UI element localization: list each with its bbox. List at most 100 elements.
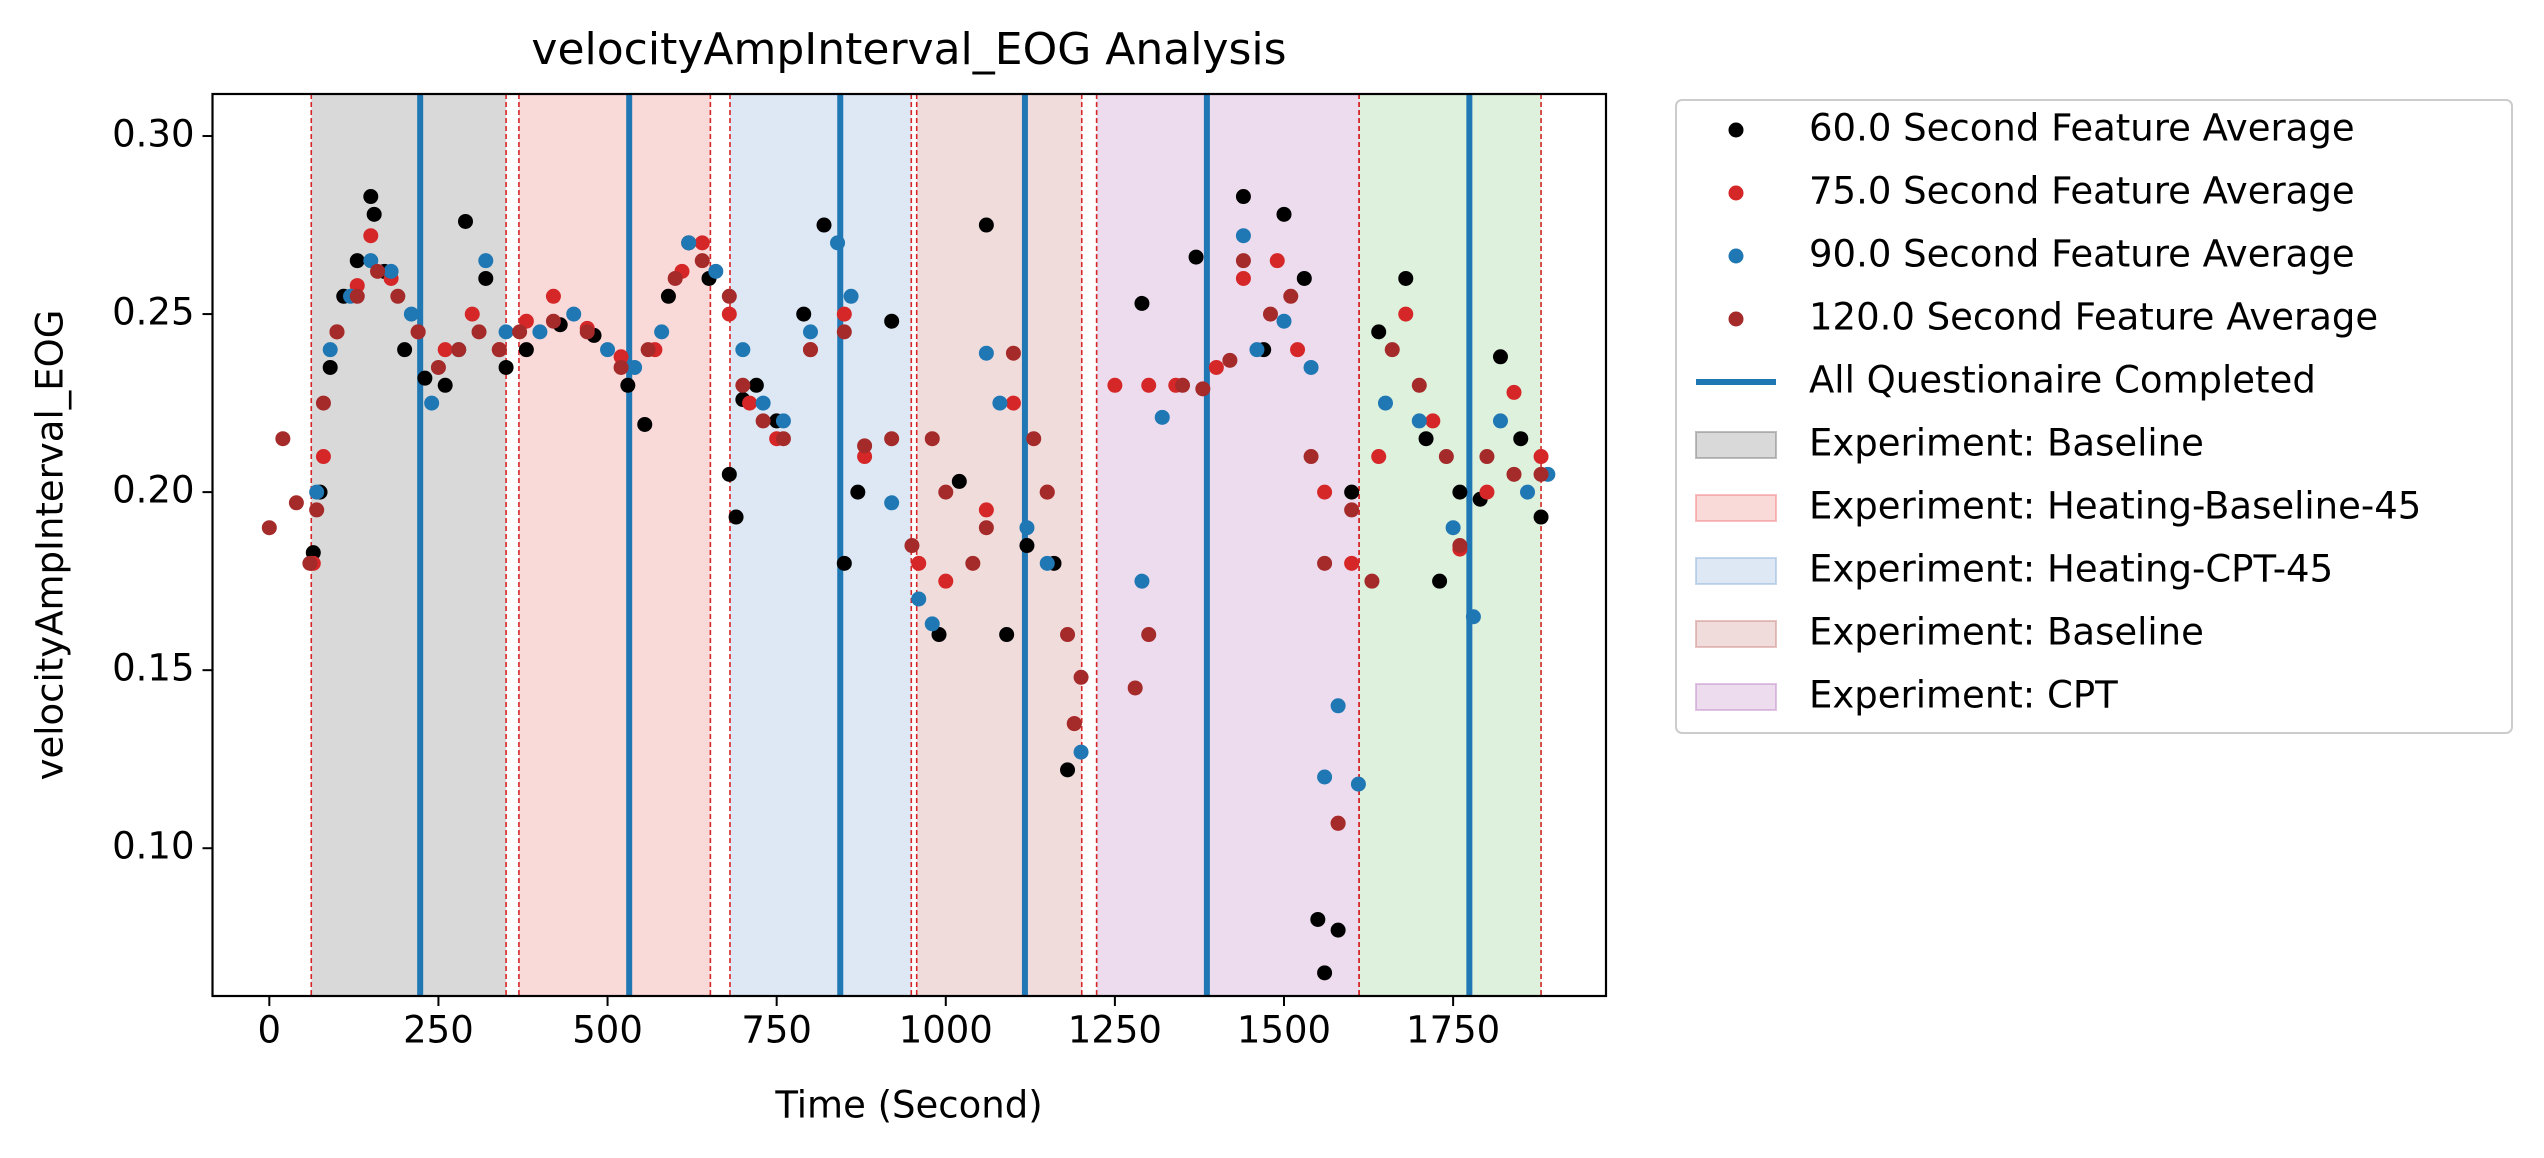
point bbox=[471, 324, 487, 340]
point bbox=[1019, 538, 1035, 554]
point bbox=[755, 413, 771, 429]
point bbox=[1060, 627, 1076, 643]
point bbox=[1445, 520, 1461, 536]
y-axis-label: velocityAmpInterval_EOG bbox=[29, 310, 72, 781]
point bbox=[1533, 466, 1549, 482]
point bbox=[383, 263, 399, 279]
region bbox=[729, 94, 912, 996]
point bbox=[640, 342, 656, 358]
point bbox=[1411, 413, 1427, 429]
legend-label: Experiment: Heating-CPT-45 bbox=[1809, 548, 2333, 591]
region bbox=[518, 94, 711, 996]
point bbox=[931, 627, 947, 643]
point bbox=[1134, 573, 1150, 589]
point bbox=[721, 306, 737, 322]
legend-patch bbox=[1695, 494, 1777, 522]
point bbox=[1492, 413, 1508, 429]
point bbox=[816, 217, 832, 233]
point bbox=[978, 502, 994, 518]
point bbox=[579, 324, 595, 340]
point bbox=[315, 449, 331, 465]
point bbox=[1506, 384, 1522, 400]
point bbox=[924, 431, 940, 447]
legend-patch bbox=[1695, 431, 1777, 459]
point bbox=[363, 189, 379, 205]
point bbox=[978, 217, 994, 233]
point bbox=[938, 484, 954, 500]
point bbox=[911, 555, 927, 571]
point bbox=[315, 395, 331, 411]
point bbox=[735, 377, 751, 393]
point bbox=[518, 342, 534, 358]
point bbox=[836, 324, 852, 340]
point bbox=[1235, 270, 1251, 286]
point bbox=[1330, 698, 1346, 714]
point bbox=[397, 342, 413, 358]
point bbox=[1039, 555, 1055, 571]
y-tick-label: 0.20 bbox=[112, 469, 194, 512]
legend-label: Experiment: Baseline bbox=[1809, 611, 2204, 654]
point bbox=[904, 538, 920, 554]
point bbox=[437, 342, 453, 358]
point bbox=[322, 359, 338, 375]
point bbox=[1107, 377, 1123, 393]
legend-marker bbox=[1728, 311, 1744, 327]
point bbox=[1533, 449, 1549, 465]
point bbox=[1175, 377, 1191, 393]
point bbox=[802, 342, 818, 358]
point bbox=[1249, 342, 1265, 358]
point bbox=[322, 342, 338, 358]
point bbox=[1235, 189, 1251, 205]
point bbox=[1533, 509, 1549, 525]
point bbox=[654, 324, 670, 340]
point bbox=[1432, 573, 1448, 589]
point bbox=[884, 495, 900, 511]
point bbox=[1303, 449, 1319, 465]
point bbox=[491, 342, 507, 358]
point bbox=[545, 288, 561, 304]
point bbox=[667, 270, 683, 286]
point bbox=[627, 359, 643, 375]
point bbox=[1290, 342, 1306, 358]
point bbox=[735, 342, 751, 358]
x-tick-label: 0 bbox=[258, 1009, 282, 1052]
point bbox=[1506, 466, 1522, 482]
point bbox=[288, 495, 304, 511]
point bbox=[1479, 449, 1495, 465]
point bbox=[755, 395, 771, 411]
point bbox=[613, 349, 629, 365]
point bbox=[1317, 769, 1333, 785]
point bbox=[1296, 270, 1312, 286]
point bbox=[1235, 253, 1251, 269]
point bbox=[1411, 377, 1427, 393]
plot-frame bbox=[211, 92, 1608, 998]
point bbox=[498, 324, 514, 340]
legend-label: 75.0 Second Feature Average bbox=[1809, 170, 2355, 213]
point bbox=[1005, 345, 1021, 361]
legend-patch bbox=[1695, 620, 1777, 648]
point bbox=[366, 206, 382, 222]
x-tick-label: 250 bbox=[403, 1009, 474, 1052]
point bbox=[992, 395, 1008, 411]
point bbox=[721, 466, 737, 482]
point bbox=[802, 324, 818, 340]
point bbox=[1344, 502, 1360, 518]
point bbox=[1317, 484, 1333, 500]
point bbox=[1026, 431, 1042, 447]
point bbox=[363, 228, 379, 244]
point bbox=[1425, 413, 1441, 429]
y-tick-label: 0.30 bbox=[112, 113, 194, 156]
point bbox=[1127, 680, 1143, 696]
point bbox=[430, 359, 446, 375]
point bbox=[1371, 324, 1387, 340]
point bbox=[694, 235, 710, 251]
point bbox=[1235, 228, 1251, 244]
legend-marker bbox=[1728, 185, 1744, 201]
point bbox=[437, 377, 453, 393]
point bbox=[637, 416, 653, 432]
point bbox=[1377, 395, 1393, 411]
region bbox=[1359, 94, 1542, 996]
point bbox=[1222, 352, 1238, 368]
point bbox=[728, 509, 744, 525]
point bbox=[566, 306, 582, 322]
